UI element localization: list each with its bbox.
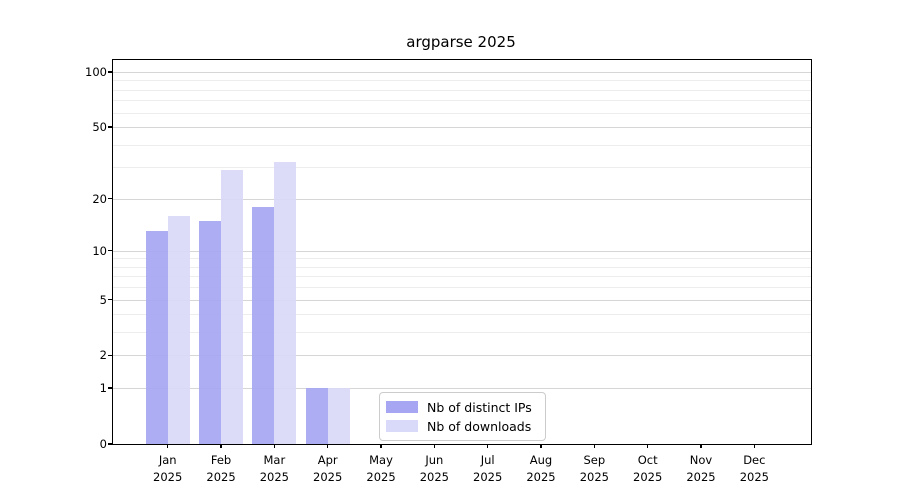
- gridline-minor: [113, 112, 811, 114]
- gridline-major: [113, 388, 811, 390]
- gridline-minor: [113, 266, 811, 268]
- gridline-major: [113, 299, 811, 301]
- chart-title: argparse 2025: [406, 33, 516, 51]
- bar-downloads: [167, 215, 190, 444]
- y-tick-mark: [107, 197, 112, 200]
- gridline-major: [113, 72, 811, 73]
- x-tick-mark: [380, 444, 382, 448]
- y-tick-label: 2: [99, 348, 107, 363]
- x-tick-mark: [433, 444, 435, 448]
- legend-entry-downloads: Nb of downloads: [386, 419, 539, 434]
- gridline-minor: [113, 89, 811, 91]
- y-tick-label: 5: [99, 292, 107, 307]
- bar-distinct-ips: [199, 220, 222, 444]
- legend: Nb of distinct IPs Nb of downloads: [379, 392, 546, 441]
- x-tick-label: Jul 2025: [473, 453, 503, 484]
- y-tick-label: 1: [99, 381, 107, 396]
- gridline-minor: [113, 258, 811, 260]
- bar-downloads: [327, 388, 350, 444]
- x-tick-label: Mar 2025: [259, 453, 289, 484]
- x-tick-mark: [647, 444, 649, 448]
- gridline-minor: [113, 167, 811, 169]
- x-tick-label: Nov 2025: [686, 453, 716, 484]
- gridline-minor: [113, 314, 811, 316]
- x-tick-label: Jun 2025: [419, 453, 449, 484]
- x-tick-label: Apr 2025: [313, 453, 343, 484]
- x-tick-mark: [273, 444, 275, 448]
- legend-label-downloads: Nb of downloads: [427, 418, 532, 434]
- x-tick-mark: [593, 444, 595, 448]
- x-tick-mark: [540, 444, 542, 448]
- y-tick-mark: [107, 250, 112, 252]
- legend-entry-distinct-ips: Nb of distinct IPs: [386, 400, 539, 415]
- gridline-major: [113, 250, 811, 252]
- x-tick-label: Feb 2025: [206, 453, 236, 484]
- y-tick-mark: [107, 443, 112, 445]
- gridline-minor: [113, 287, 811, 289]
- y-tick-mark: [107, 126, 112, 128]
- gridline-major: [113, 198, 811, 200]
- legend-swatch-downloads: [386, 420, 418, 432]
- gridline-major: [113, 127, 811, 129]
- bar-downloads: [274, 162, 297, 444]
- gridline-minor: [113, 144, 811, 146]
- x-tick-label: Dec 2025: [739, 453, 769, 484]
- x-tick-label: Jan 2025: [153, 453, 183, 484]
- x-tick-mark: [487, 444, 489, 448]
- x-tick-mark: [753, 444, 755, 448]
- y-tick-label: 0: [99, 437, 107, 451]
- gridline-minor: [113, 276, 811, 278]
- legend-label-distinct-ips: Nb of distinct IPs: [427, 399, 532, 415]
- y-tick-label: 50: [92, 120, 107, 135]
- x-tick-label: Sep 2025: [579, 453, 609, 484]
- bar-distinct-ips: [252, 206, 275, 444]
- x-tick-mark: [220, 444, 222, 448]
- x-tick-label: Oct 2025: [633, 453, 663, 484]
- y-tick-mark: [107, 354, 112, 357]
- bar-distinct-ips: [305, 388, 328, 444]
- bar-downloads: [221, 169, 244, 444]
- y-tick-label: 10: [92, 243, 107, 258]
- y-tick-label: 100: [85, 65, 107, 79]
- x-tick-mark: [700, 444, 702, 448]
- gridline-minor: [113, 100, 811, 102]
- bar-distinct-ips: [145, 231, 168, 444]
- y-tick-mark: [107, 71, 112, 73]
- x-tick-label: May 2025: [366, 453, 396, 484]
- x-tick-mark: [327, 444, 329, 448]
- y-tick-mark: [107, 298, 112, 301]
- gridline-minor: [113, 332, 811, 334]
- gridline-major: [113, 355, 811, 357]
- y-tick-label: 20: [92, 191, 107, 206]
- plot-area: Nb of distinct IPs Nb of downloads 0 1 2 5 1…: [85, 59, 812, 484]
- y-tick-mark: [107, 387, 112, 389]
- x-tick-label: Aug 2025: [526, 453, 556, 484]
- gridline-minor: [113, 80, 811, 82]
- legend-swatch-distinct-ips: [386, 401, 418, 413]
- x-tick-mark: [167, 444, 169, 448]
